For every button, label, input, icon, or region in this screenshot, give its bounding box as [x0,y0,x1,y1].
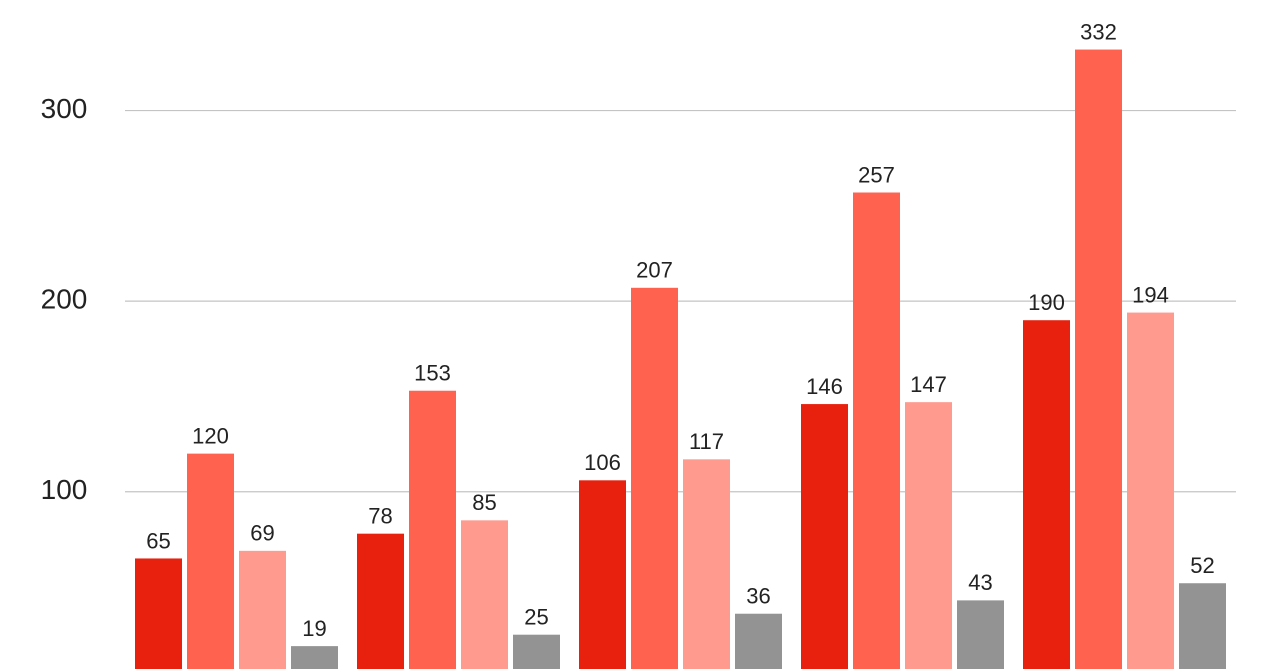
value-label: 147 [910,372,947,397]
value-label: 207 [636,258,673,283]
value-label: 332 [1080,19,1117,44]
value-label: 146 [806,374,843,399]
value-label: 120 [192,423,229,448]
value-label: 65 [146,528,170,553]
bar [801,404,848,669]
bar [461,520,508,669]
value-label: 78 [368,503,392,528]
value-label: 153 [414,361,451,386]
value-label: 36 [746,584,770,609]
value-label: 106 [584,450,621,475]
bar [1127,312,1174,669]
value-label: 19 [302,616,326,641]
bar [135,558,182,669]
bar [631,287,678,669]
bar [1179,583,1226,669]
value-label: 190 [1028,290,1065,315]
value-label: 257 [858,162,895,187]
value-label: 194 [1132,282,1169,307]
value-label: 25 [524,605,548,630]
bar [957,600,1004,669]
bar [683,459,730,669]
bar [1023,320,1070,669]
bar [1075,49,1122,669]
value-label: 43 [968,570,992,595]
bar [735,613,782,669]
y-tick-label: 200 [41,284,88,315]
bar [905,402,952,669]
bar [357,533,404,669]
bar [239,550,286,669]
bar [853,192,900,669]
bar [187,453,234,669]
bar [409,390,456,669]
value-label: 52 [1190,553,1214,578]
y-tick-label: 100 [41,474,88,505]
bar [291,646,338,669]
y-tick-label: 300 [41,93,88,124]
bar [579,480,626,669]
value-label: 117 [689,429,724,454]
bar [513,634,560,669]
value-label: 69 [250,521,274,546]
value-label: 85 [472,490,496,515]
